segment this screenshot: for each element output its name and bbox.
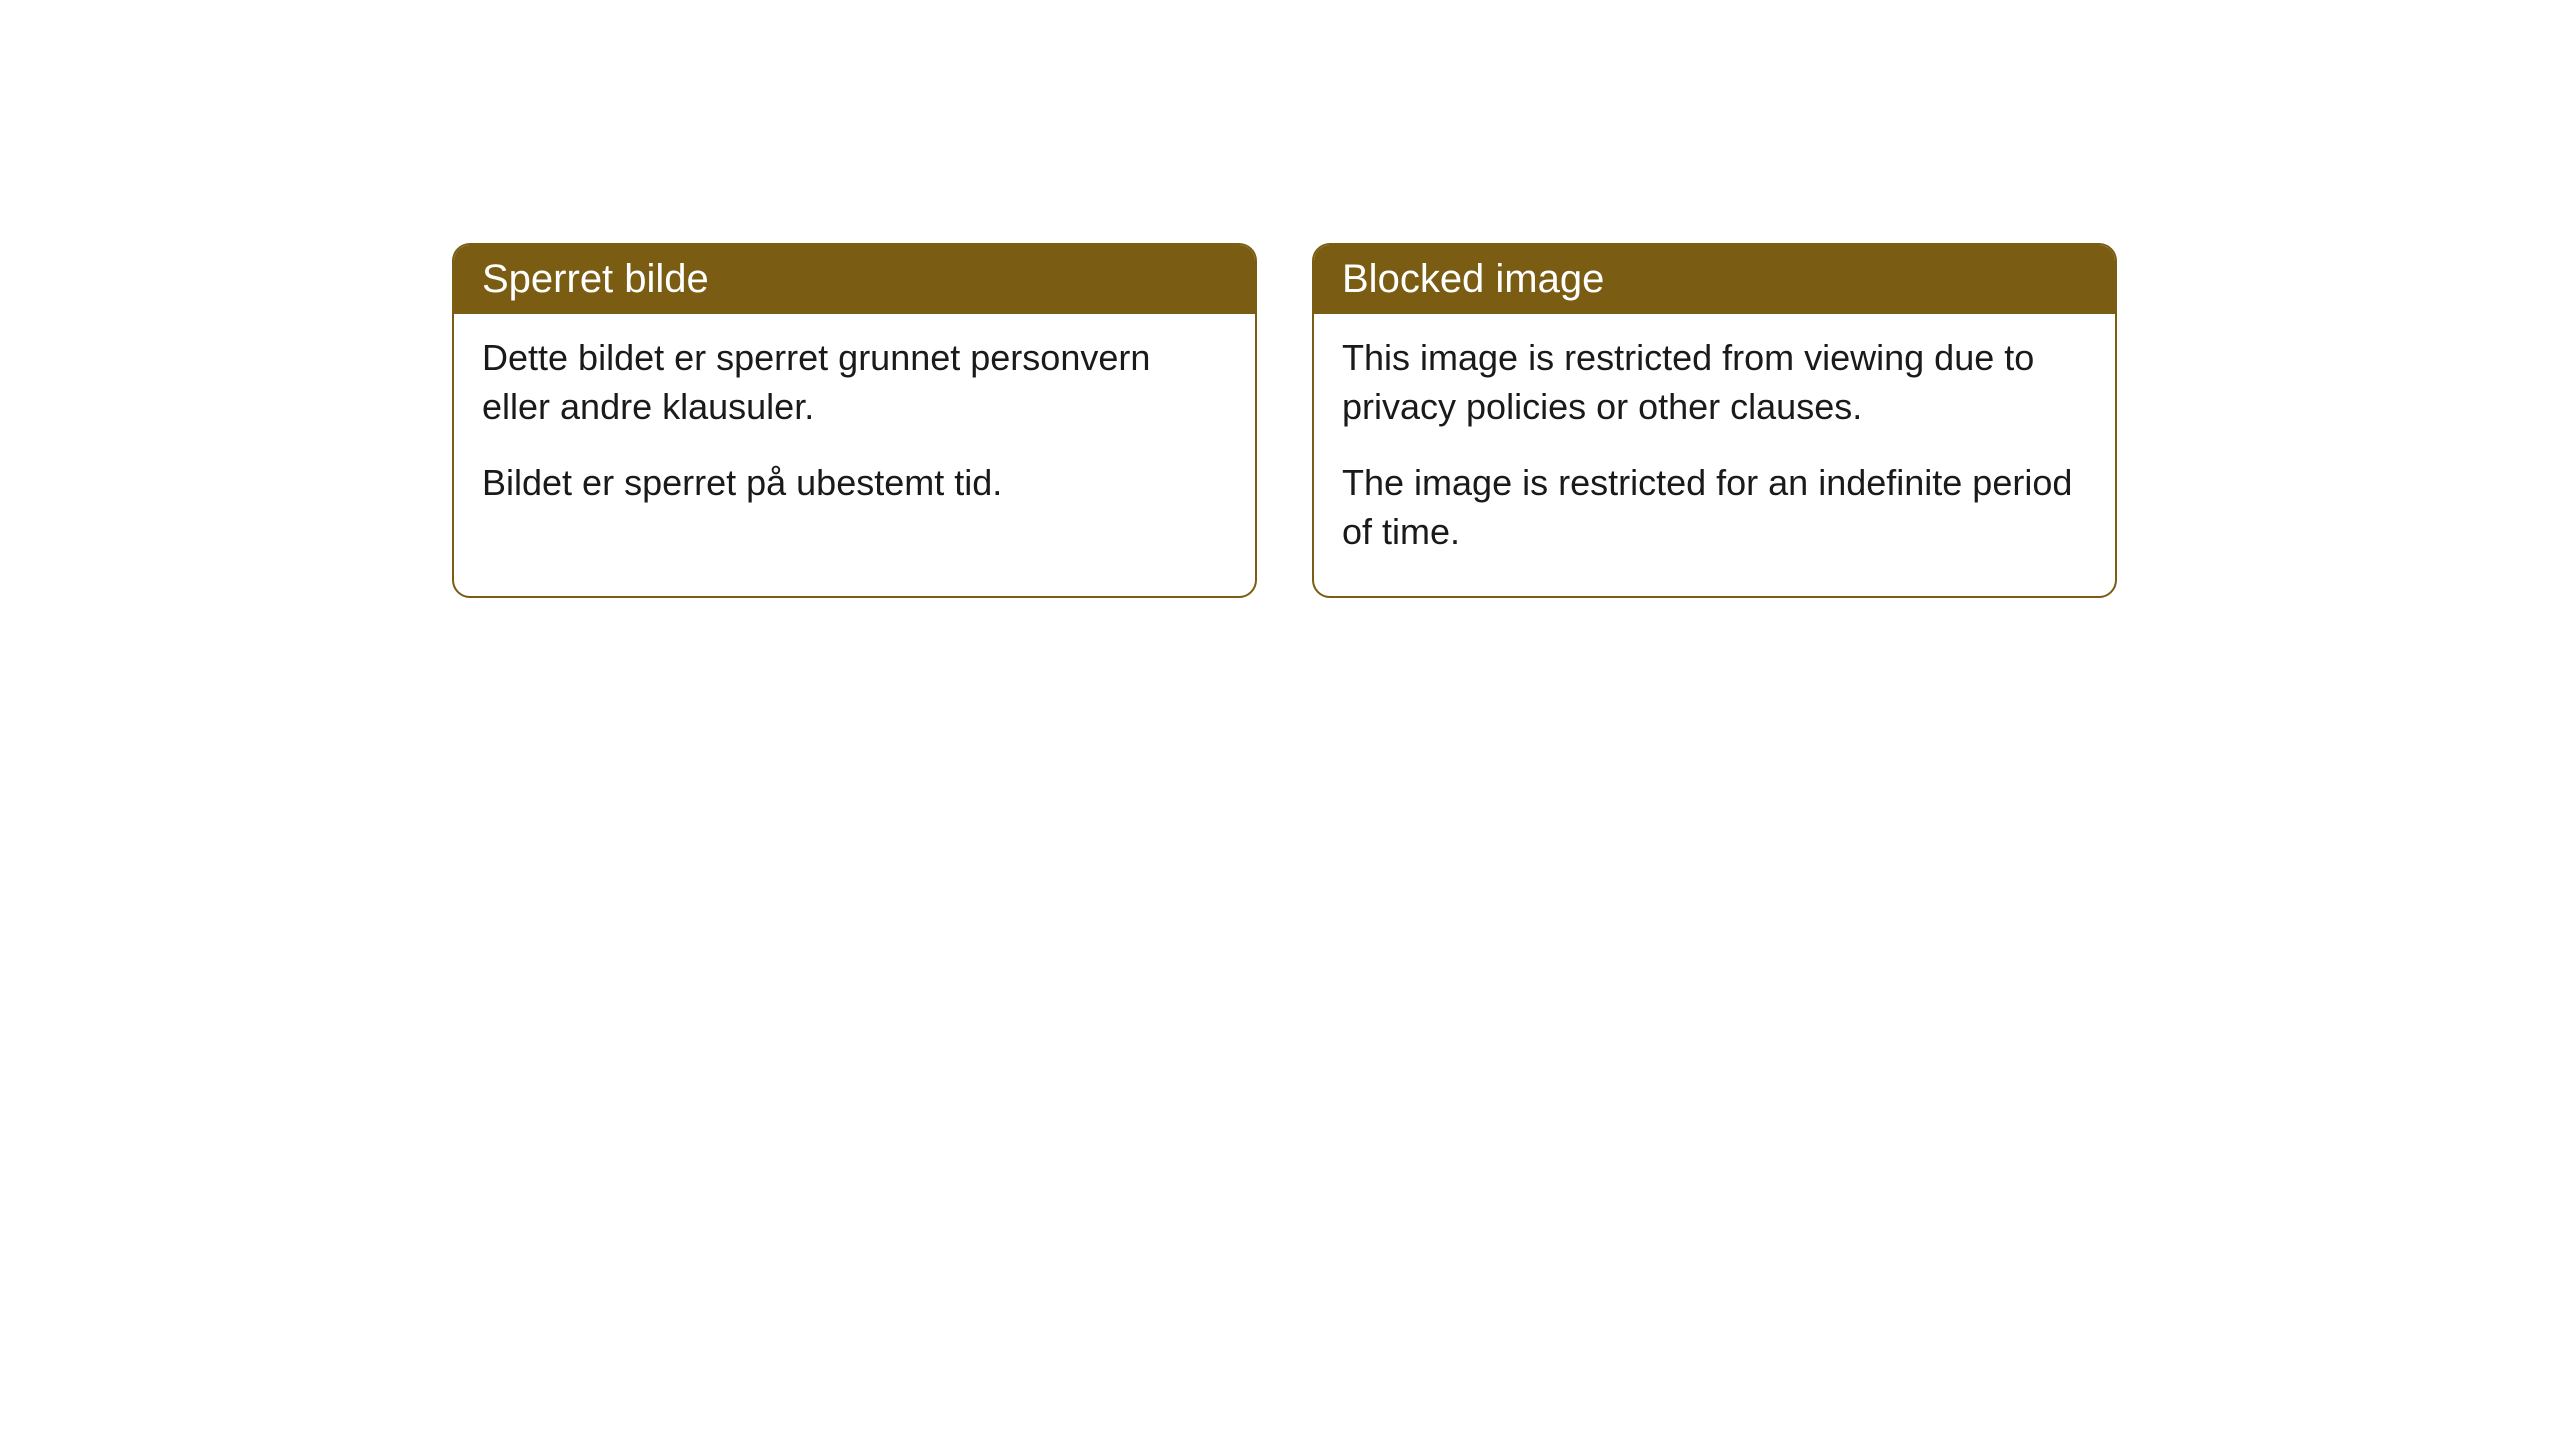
- blocked-image-card-english: Blocked image This image is restricted f…: [1312, 243, 2117, 598]
- card-title: Sperret bilde: [482, 257, 709, 301]
- card-paragraph: Bildet er sperret på ubestemt tid.: [482, 459, 1227, 508]
- card-paragraph: Dette bildet er sperret grunnet personve…: [482, 334, 1227, 431]
- card-body-english: This image is restricted from viewing du…: [1314, 314, 2115, 596]
- card-body-norwegian: Dette bildet er sperret grunnet personve…: [454, 314, 1255, 596]
- card-paragraph: This image is restricted from viewing du…: [1342, 334, 2087, 431]
- card-header-english: Blocked image: [1314, 245, 2115, 314]
- blocked-image-card-norwegian: Sperret bilde Dette bildet er sperret gr…: [452, 243, 1257, 598]
- card-header-norwegian: Sperret bilde: [454, 245, 1255, 314]
- card-paragraph: The image is restricted for an indefinit…: [1342, 459, 2087, 556]
- card-title: Blocked image: [1342, 257, 1604, 301]
- notice-cards-container: Sperret bilde Dette bildet er sperret gr…: [452, 243, 2117, 598]
